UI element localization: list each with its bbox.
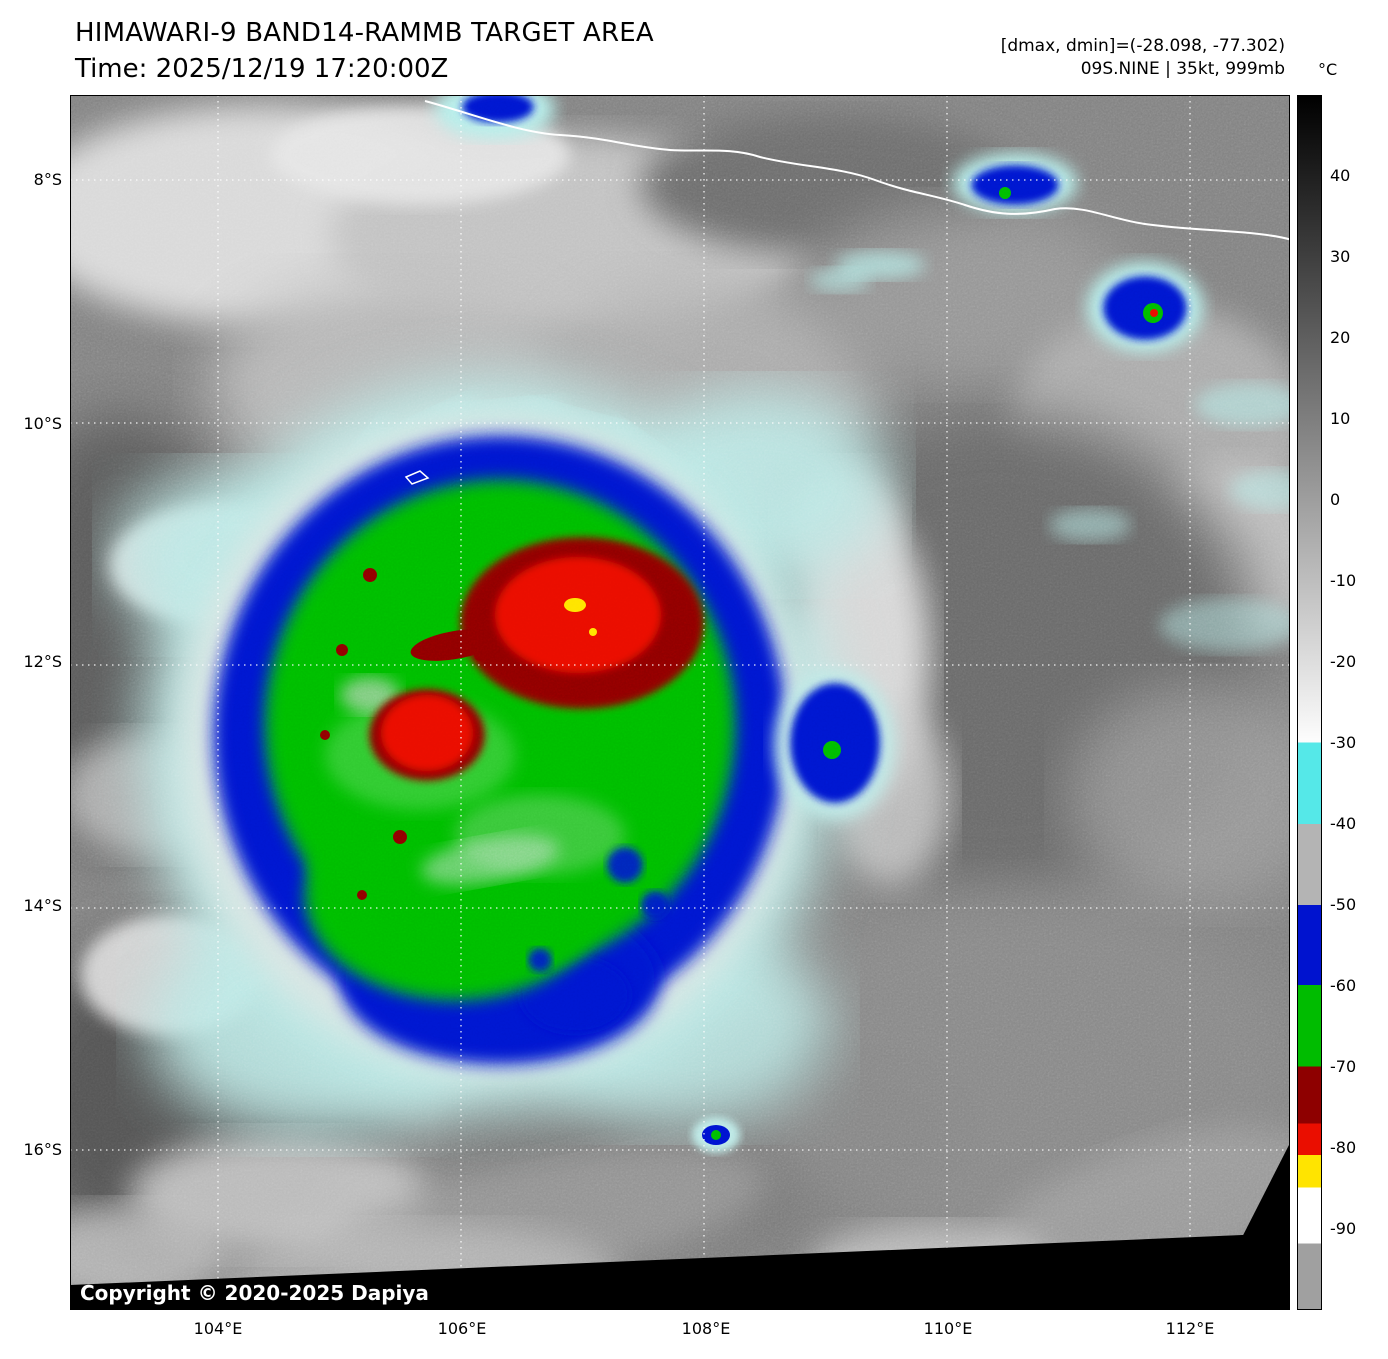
cb-tick-0: 0 xyxy=(1330,490,1341,509)
storm-info: 09S.NINE | 35kt, 999mb xyxy=(1080,59,1285,79)
no-data-region xyxy=(70,1143,1290,1310)
cb-tick-m70: -70 xyxy=(1330,1057,1357,1076)
cb-tick-10: 10 xyxy=(1330,409,1351,428)
lat-tick-16s: 16°S xyxy=(23,1140,62,1159)
colorbar-unit-label: °C xyxy=(1318,60,1338,79)
cb-tick-m90: -90 xyxy=(1330,1219,1357,1238)
temperature-colorbar xyxy=(1297,95,1322,1310)
lon-tick-108e: 108°E xyxy=(681,1319,731,1338)
satellite-map: Copyright © 2020-2025 Dapiya xyxy=(70,95,1290,1310)
satellite-image xyxy=(70,95,1290,1310)
coastline xyxy=(424,100,1290,241)
cb-tick-m60: -60 xyxy=(1330,976,1357,995)
dmax-dmin-readout: [dmax, dmin]=(-28.098, -77.302) xyxy=(1000,36,1285,56)
lat-tick-10s: 10°S xyxy=(23,414,62,433)
cb-tick-40: 40 xyxy=(1330,166,1351,185)
grid-lines xyxy=(70,95,1290,1310)
lon-tick-110e: 110°E xyxy=(923,1319,973,1338)
cb-tick-m20: -20 xyxy=(1330,652,1357,671)
cb-tick-m40: -40 xyxy=(1330,814,1357,833)
product-title: HIMAWARI-9 BAND14-RAMMB TARGET AREA xyxy=(75,18,654,48)
cb-tick-m10: -10 xyxy=(1330,571,1357,590)
cb-tick-m50: -50 xyxy=(1330,895,1357,914)
product-time: Time: 2025/12/19 17:20:00Z xyxy=(75,54,449,84)
cb-tick-30: 30 xyxy=(1330,247,1351,266)
lon-tick-106e: 106°E xyxy=(437,1319,487,1338)
lon-tick-104e: 104°E xyxy=(193,1319,243,1338)
lat-tick-8s: 8°S xyxy=(33,170,62,189)
copyright-text: Copyright © 2020-2025 Dapiya xyxy=(80,1281,429,1305)
cb-tick-m80: -80 xyxy=(1330,1138,1357,1157)
lat-tick-14s: 14°S xyxy=(23,896,62,915)
cb-tick-20: 20 xyxy=(1330,328,1351,347)
map-border xyxy=(70,95,1290,1310)
lon-tick-112e: 112°E xyxy=(1165,1319,1215,1338)
image-noise-texture xyxy=(70,95,1290,1310)
lat-tick-12s: 12°S xyxy=(23,652,62,671)
island-outline xyxy=(404,470,430,485)
cb-tick-m30: -30 xyxy=(1330,733,1357,752)
